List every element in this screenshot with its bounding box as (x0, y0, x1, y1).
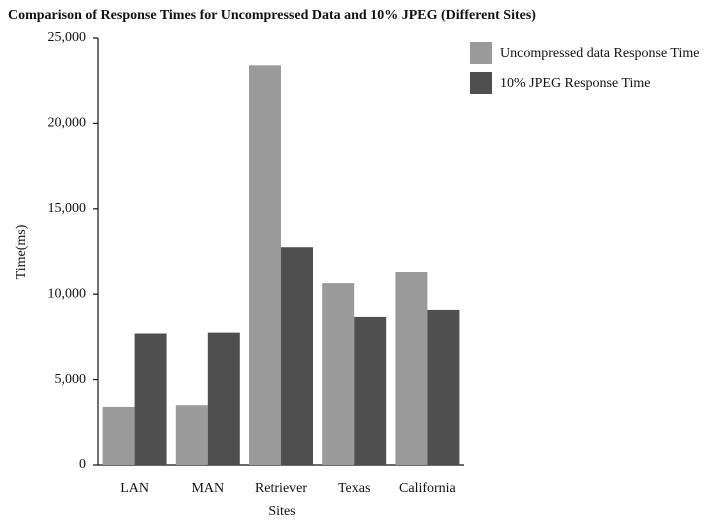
x-axis-label: Sites (268, 504, 295, 519)
y-tick-label: 20,000 (48, 116, 87, 131)
x-tick-label: LAN (120, 481, 149, 496)
bar (175, 405, 208, 465)
bar (322, 283, 355, 465)
bar (249, 65, 281, 465)
y-tick-label: 10,000 (48, 286, 87, 301)
y-tick-label: 5,000 (55, 372, 87, 387)
legend-label: 10% JPEG Response Time (500, 76, 651, 91)
legend-swatch (470, 42, 492, 64)
x-tick-label: California (399, 481, 457, 496)
x-tick-label: MAN (191, 481, 224, 496)
bar (395, 271, 428, 465)
y-axis-label: Time(ms) (14, 224, 29, 279)
bar (354, 316, 387, 465)
bar (102, 406, 135, 465)
bar (207, 332, 240, 465)
bar (134, 333, 167, 465)
bar (281, 247, 313, 465)
x-tick-label: Retriever (255, 481, 307, 496)
legend-swatch (470, 72, 492, 94)
chart-title: Comparison of Response Times for Uncompr… (8, 8, 536, 23)
legend-label: Uncompressed data Response Time (500, 46, 699, 61)
bar (427, 309, 460, 465)
x-tick-label: Texas (338, 481, 370, 496)
y-tick-label: 25,000 (48, 30, 87, 45)
y-tick-label: 0 (79, 457, 86, 472)
y-tick-label: 15,000 (48, 201, 87, 216)
